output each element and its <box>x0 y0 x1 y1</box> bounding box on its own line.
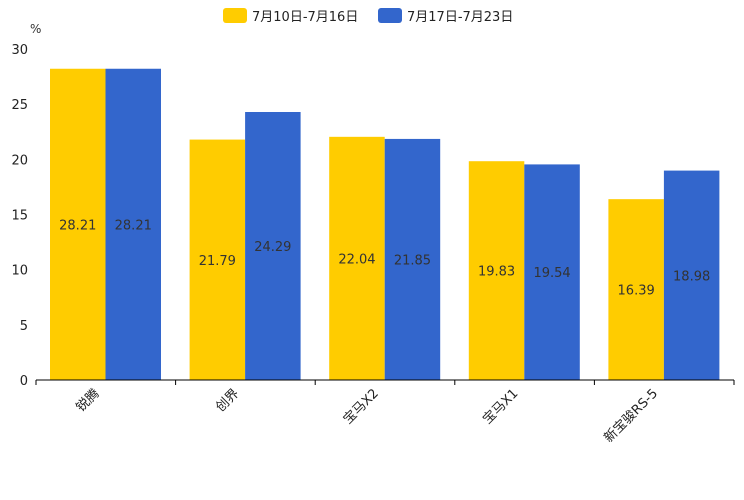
data-label: 19.83 <box>478 265 515 280</box>
x-tick-label: 宝马X2 <box>341 386 382 427</box>
bar <box>468 161 525 380</box>
bar <box>663 170 720 380</box>
y-axis: 0 5 10 15 20 25 30 <box>11 43 28 389</box>
x-tick-label: 新宝骏RS-5 <box>601 386 661 446</box>
x-axis: 锐腾 创界 宝马X2 宝马X1 新宝骏RS-5 <box>35 379 735 446</box>
x-tick-label: 创界 <box>213 386 242 415</box>
legend-swatch <box>223 8 247 23</box>
data-label: 28.21 <box>115 218 152 233</box>
bar <box>608 199 664 380</box>
data-label: 22.04 <box>338 252 375 267</box>
bar <box>524 164 580 380</box>
data-label: 21.79 <box>199 254 236 269</box>
y-axis-label: % <box>30 22 41 36</box>
bar <box>50 68 106 380</box>
legend-label: 7月10日-7月16日 <box>252 10 358 25</box>
data-label: 19.54 <box>533 266 570 281</box>
legend: 7月10日-7月16日 7月17日-7月23日 <box>223 8 513 25</box>
bars: 28.21 28.21 21.79 24.29 22.04 21.85 19.83 19.54… <box>50 68 720 380</box>
y-tick-label: 0 <box>20 374 28 389</box>
legend-label: 7月17日-7月23日 <box>407 10 513 25</box>
data-label: 28.21 <box>59 218 96 233</box>
y-tick-label: 20 <box>11 153 28 168</box>
y-tick-label: 25 <box>11 98 28 113</box>
legend-swatch <box>378 8 402 23</box>
data-label: 16.39 <box>618 284 655 299</box>
bar <box>189 139 246 380</box>
x-tick-label: 宝马X1 <box>480 386 521 427</box>
y-tick-label: 10 <box>11 264 28 279</box>
bar <box>245 112 301 380</box>
data-label: 21.85 <box>394 253 431 268</box>
bar <box>105 68 161 380</box>
y-tick-label: 15 <box>11 209 28 224</box>
x-tick-label: 锐腾 <box>73 386 103 416</box>
data-label: 18.98 <box>673 269 710 284</box>
bar <box>384 138 441 380</box>
data-label: 24.29 <box>254 240 291 255</box>
y-tick-label: 30 <box>11 43 28 58</box>
bar <box>329 136 385 380</box>
y-tick-label: 5 <box>20 319 28 334</box>
